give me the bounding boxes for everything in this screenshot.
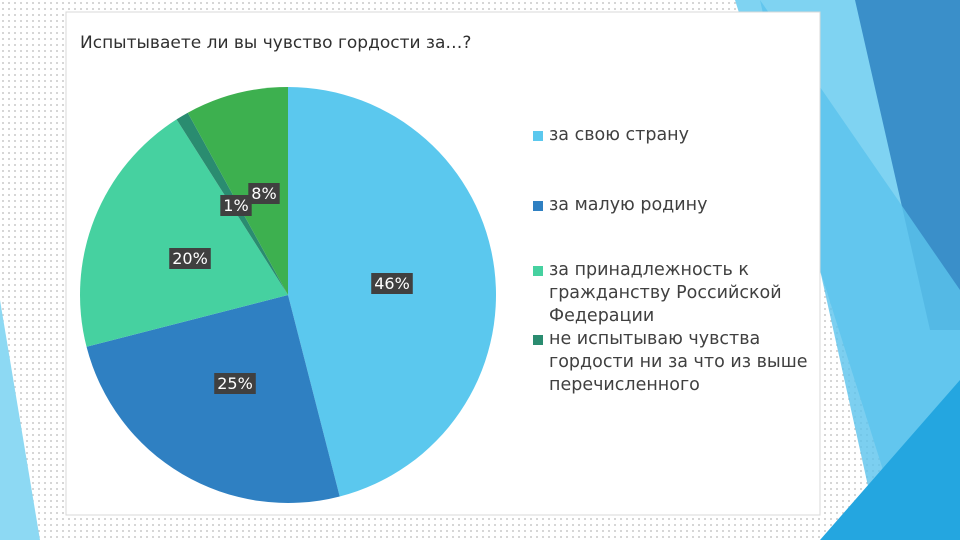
legend-label: за малую родину <box>549 195 708 215</box>
legend-label: не испытываю чувства гордости ни за что … <box>549 329 808 395</box>
legend-swatch <box>533 335 543 345</box>
decoration <box>820 380 960 540</box>
data-label-bg <box>214 373 256 394</box>
legend-item: за малую родину <box>533 194 818 217</box>
legend-label: за принадлежность к гражданству Российск… <box>549 260 782 326</box>
chart-title: Испытываете ли вы чувство гордости за…? <box>80 33 471 53</box>
legend-item: не испытываю чувства гордости ни за что … <box>533 328 818 397</box>
data-label: 1% <box>223 196 248 215</box>
data-label-bg <box>371 273 413 294</box>
pie-slice <box>187 87 288 295</box>
data-label-bg <box>220 195 252 216</box>
data-label: 8% <box>251 184 276 203</box>
data-label-bg <box>248 183 280 204</box>
legend-swatch <box>533 201 543 211</box>
data-label: 20% <box>172 249 208 268</box>
data-label-bg <box>169 248 211 269</box>
data-label: 46% <box>374 274 410 293</box>
legend-label: за свою страну <box>549 125 689 145</box>
legend-swatch <box>533 266 543 276</box>
legend-item: за свою страну <box>533 124 818 147</box>
legend-swatch <box>533 131 543 141</box>
data-label: 25% <box>217 374 253 393</box>
pie-slice <box>79 119 288 347</box>
pie-slice <box>86 295 340 504</box>
decoration <box>855 0 960 330</box>
legend-item: за принадлежность к гражданству Российск… <box>533 259 818 328</box>
decoration <box>0 300 40 540</box>
